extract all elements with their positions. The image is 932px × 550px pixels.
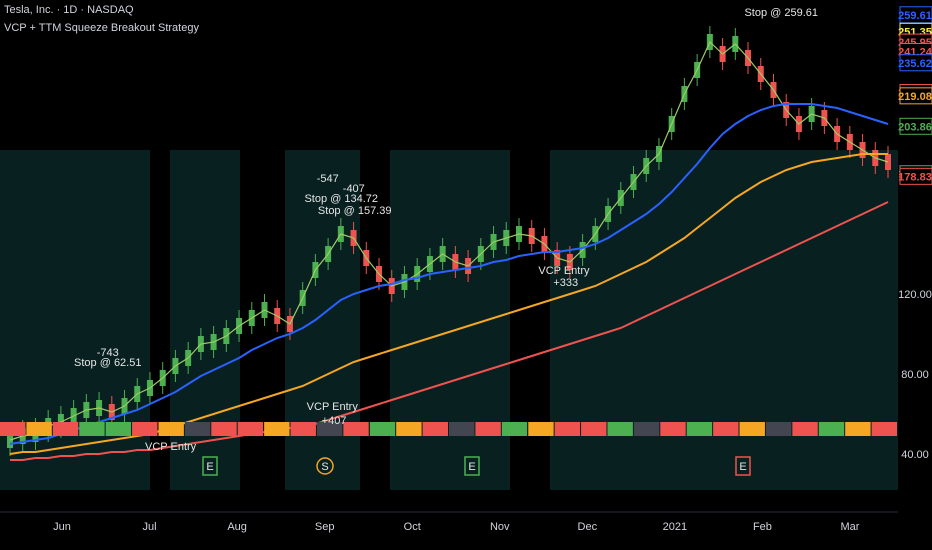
price-tag-box: [899, 54, 932, 72]
squeeze-segment: [818, 422, 845, 436]
earnings-marker: [464, 456, 480, 476]
annotation-label: VCP Entry: [145, 441, 197, 453]
annotation-label: VCP Entry: [538, 265, 590, 277]
squeeze-bar: [0, 422, 897, 436]
x-tick-label: Jun: [53, 521, 71, 533]
squeeze-segment: [633, 422, 660, 436]
price-tag-box: [899, 87, 932, 105]
x-tick-label: Jul: [143, 521, 157, 533]
squeeze-segment: [739, 422, 765, 436]
annotation-label: Stop @ 62.51: [74, 357, 141, 369]
earnings-marker-label: E: [206, 461, 213, 473]
y-tick-label: 120.00: [898, 289, 932, 301]
price-tag-box: [899, 167, 932, 185]
squeeze-segment: [290, 422, 316, 436]
annotation-label: Stop @ 134.72: [304, 193, 378, 205]
squeeze-segment: [132, 422, 158, 436]
squeeze-segment: [0, 422, 26, 436]
annotation-label: +333: [553, 277, 578, 289]
price-tag-label: 259.61: [898, 10, 932, 22]
squeeze-segment: [396, 422, 422, 436]
annotation-label: -547: [317, 173, 339, 185]
squeeze-segment: [528, 422, 554, 436]
annotation-label: Stop @ 157.39: [318, 205, 392, 217]
squeeze-segment: [237, 422, 264, 436]
volume-band: [650, 150, 905, 490]
volume-band: [550, 150, 650, 490]
squeeze-segment: [501, 422, 528, 436]
price-tag-box: [899, 117, 932, 135]
squeeze-segment: [184, 422, 211, 436]
symbol-title: Tesla, Inc. · 1D · NASDAQ: [4, 4, 134, 16]
squeeze-segment: [845, 422, 871, 436]
squeeze-segment: [52, 422, 79, 436]
earnings-marker: [202, 456, 218, 476]
volume-band: [170, 150, 240, 490]
squeeze-segment: [343, 422, 369, 436]
x-tick-label: Oct: [404, 521, 421, 533]
x-axis: Jun Jul Aug Sep Oct Nov Dec 2021 Feb Mar: [0, 511, 932, 550]
squeeze-segment: [713, 422, 739, 436]
squeeze-segment: [316, 422, 343, 436]
y-axis-background: [898, 0, 932, 550]
squeeze-segment: [449, 422, 475, 436]
volume-band: [390, 150, 510, 490]
x-tick-label: Nov: [490, 521, 510, 533]
annotation-label: -407: [343, 183, 365, 195]
earnings-marker-label: E: [739, 461, 746, 473]
y-tick-label: 80.00: [901, 369, 929, 381]
squeeze-segment: [369, 422, 396, 436]
annotation-label: VCP Entry: [307, 401, 359, 413]
background-volume-bands: [0, 150, 905, 490]
x-tick-label: Feb: [753, 521, 772, 533]
price-tag-label: 203.86: [898, 121, 932, 133]
squeeze-segment: [79, 422, 105, 436]
price-tag-label: 219.08: [898, 91, 932, 103]
squeeze-segment: [264, 422, 290, 436]
price-tag-box: [899, 6, 932, 24]
x-tick-label: Mar: [841, 521, 860, 533]
squeeze-segment: [211, 422, 237, 436]
squeeze-segment: [422, 422, 448, 436]
squeeze-segment: [158, 422, 184, 436]
squeeze-segment: [105, 422, 132, 436]
earnings-marker-label: S: [321, 461, 328, 473]
squeeze-segment: [26, 422, 52, 436]
squeeze-segment: [660, 422, 686, 436]
squeeze-segment: [554, 422, 581, 436]
x-axis-background: [0, 512, 932, 550]
split-marker: [316, 457, 334, 475]
x-tick-label: Sep: [315, 521, 335, 533]
x-tick-label: 2021: [663, 521, 687, 533]
series-line-price: [9, 40, 889, 441]
x-tick-label: Dec: [578, 521, 598, 533]
series-line-ema_fast: [9, 103, 889, 445]
annotation-label: -743: [97, 347, 119, 359]
squeeze-segment: [792, 422, 818, 436]
annotation-label: +407: [322, 415, 347, 427]
annotation-label: Stop @ 259.61: [744, 7, 818, 19]
series-line-sma_slow: [10, 201, 889, 461]
price-tag-label: 235.62: [898, 58, 932, 70]
squeeze-segment: [871, 422, 897, 436]
strategy-title: VCP + TTM Squeeze Breakout Strategy: [4, 22, 199, 34]
squeeze-segment: [607, 422, 633, 436]
y-axis: 259.61251.35245.95241.24235.62220.73219.…: [898, 0, 932, 550]
earnings-marker-label: E: [468, 461, 475, 473]
squeeze-segment: [475, 422, 501, 436]
x-tick-label: Aug: [227, 521, 247, 533]
price-tag-label: 178.83: [898, 171, 932, 183]
squeeze-segment: [686, 422, 713, 436]
squeeze-segment: [581, 422, 607, 436]
earnings-marker: [735, 456, 751, 476]
squeeze-segment: [765, 422, 792, 436]
y-tick-label: 40.00: [901, 449, 929, 461]
